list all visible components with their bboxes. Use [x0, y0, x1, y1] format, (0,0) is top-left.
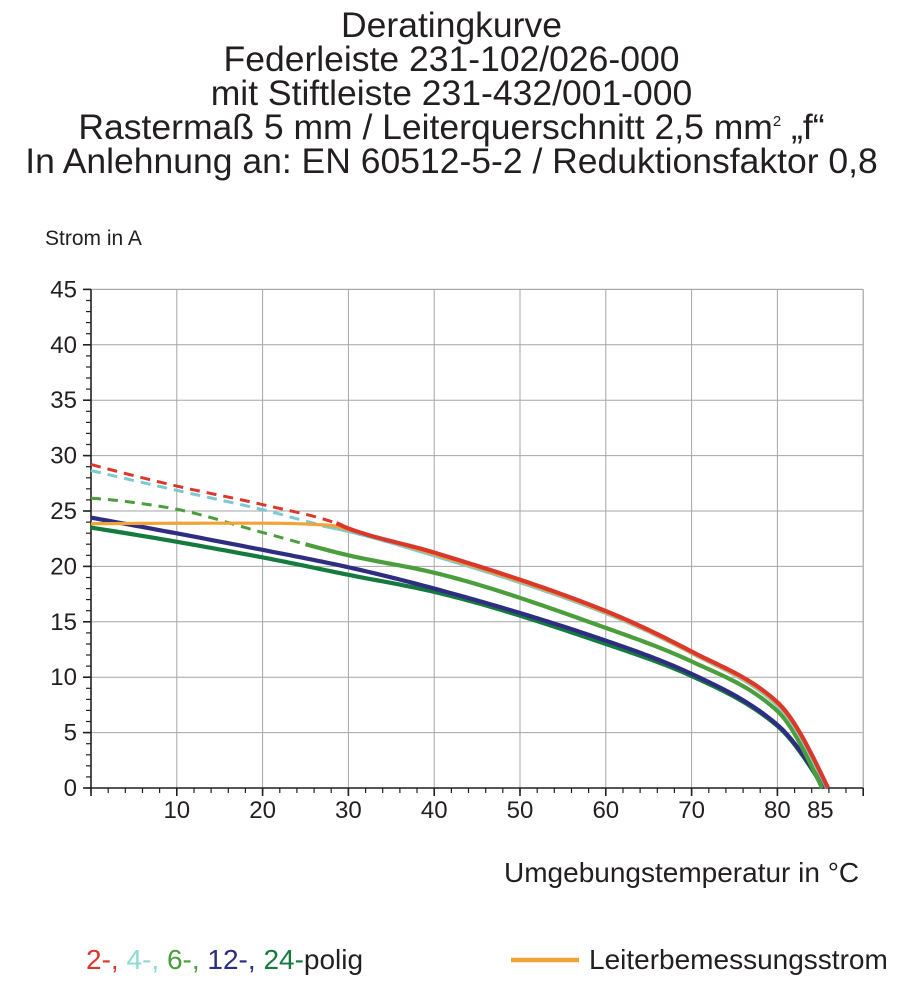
svg-text:30: 30: [50, 443, 77, 470]
svg-text:80: 80: [764, 797, 791, 824]
svg-text:0: 0: [64, 775, 77, 802]
svg-text:60: 60: [592, 797, 619, 824]
svg-text:15: 15: [50, 609, 77, 636]
svg-text:70: 70: [678, 797, 705, 824]
svg-text:5: 5: [64, 720, 77, 747]
svg-text:40: 40: [421, 797, 448, 824]
svg-text:20: 20: [50, 553, 77, 580]
svg-text:10: 10: [163, 797, 190, 824]
svg-text:85: 85: [807, 797, 834, 824]
svg-text:40: 40: [50, 332, 77, 359]
svg-text:25: 25: [50, 498, 77, 525]
svg-text:35: 35: [50, 387, 77, 414]
svg-text:30: 30: [335, 797, 362, 824]
svg-text:10: 10: [50, 664, 77, 691]
svg-text:20: 20: [249, 797, 276, 824]
svg-text:45: 45: [50, 276, 77, 303]
svg-text:50: 50: [507, 797, 534, 824]
